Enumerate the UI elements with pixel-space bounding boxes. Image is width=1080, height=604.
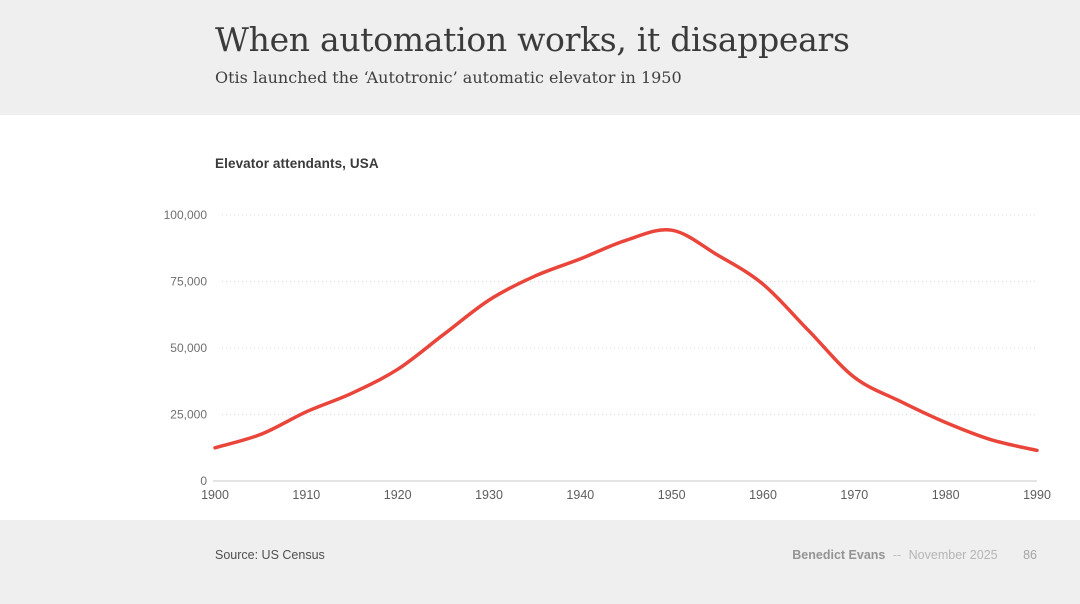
chart-title: Elevator attendants, USA — [215, 156, 379, 171]
page-title: When automation works, it disappears — [215, 20, 850, 59]
footer-credits: Benedict Evans -- November 2025 86 — [792, 548, 1037, 562]
x-tick-label: 1970 — [840, 488, 868, 502]
page-number: 86 — [1023, 548, 1037, 562]
x-tick-label: 1960 — [749, 488, 777, 502]
y-tick-label: 25,000 — [170, 408, 207, 422]
x-tick-label: 1930 — [475, 488, 503, 502]
x-tick-label: 1900 — [201, 488, 229, 502]
x-tick-label: 1920 — [384, 488, 412, 502]
page-subtitle: Otis launched the ‘Autotronic’ automatic… — [215, 68, 682, 87]
x-tick-label: 1910 — [292, 488, 320, 502]
header: When automation works, it disappears Oti… — [0, 0, 1080, 115]
y-tick-label: 75,000 — [170, 275, 207, 289]
source-label: Source: US Census — [215, 548, 325, 562]
x-tick-label: 1990 — [1023, 488, 1051, 502]
x-tick-label: 1950 — [658, 488, 686, 502]
y-tick-label: 100,000 — [164, 208, 208, 222]
footer: Source: US Census Benedict Evans -- Nove… — [0, 520, 1080, 604]
credit-separator: -- — [892, 548, 902, 562]
data-line — [213, 227, 1039, 453]
x-tick-label: 1940 — [566, 488, 594, 502]
y-tick-label: 0 — [200, 474, 207, 488]
footer-date: November 2025 — [908, 548, 998, 562]
y-tick-label: 50,000 — [170, 341, 207, 355]
author-name: Benedict Evans — [792, 548, 886, 562]
x-tick-label: 1980 — [932, 488, 960, 502]
